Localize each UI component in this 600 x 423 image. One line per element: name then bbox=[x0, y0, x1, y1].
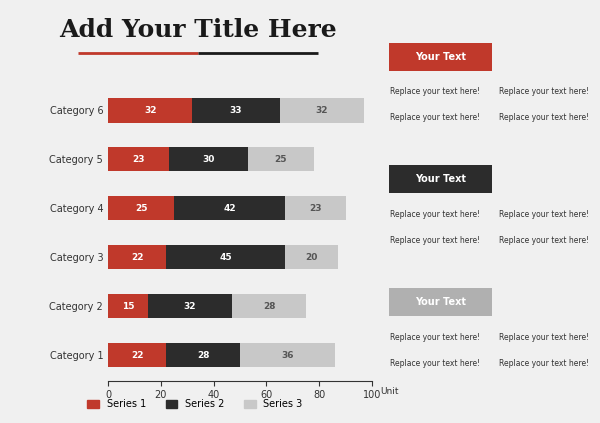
Text: Replace your text here!: Replace your text here! bbox=[499, 236, 589, 245]
Bar bbox=[108, 196, 174, 220]
Text: Your Text: Your Text bbox=[415, 174, 466, 184]
Text: 15: 15 bbox=[122, 302, 134, 310]
Bar bbox=[193, 98, 280, 123]
Bar bbox=[285, 245, 338, 269]
Text: Replace your text here!: Replace your text here! bbox=[499, 87, 589, 96]
Text: 32: 32 bbox=[316, 106, 328, 115]
Text: 42: 42 bbox=[223, 204, 236, 213]
Bar bbox=[240, 343, 335, 367]
Bar bbox=[108, 98, 193, 123]
Legend: Series 1, Series 2, Series 3: Series 1, Series 2, Series 3 bbox=[83, 395, 307, 413]
Text: 28: 28 bbox=[263, 302, 275, 310]
Bar bbox=[108, 245, 166, 269]
Text: Replace your text here!: Replace your text here! bbox=[499, 210, 589, 219]
Text: 32: 32 bbox=[144, 106, 157, 115]
Text: Your Text: Your Text bbox=[415, 297, 466, 307]
Bar bbox=[108, 343, 166, 367]
Text: 33: 33 bbox=[230, 106, 242, 115]
Text: 20: 20 bbox=[305, 253, 317, 261]
Text: 23: 23 bbox=[132, 155, 145, 164]
Text: Unit: Unit bbox=[380, 387, 398, 396]
Text: Replace your text here!: Replace your text here! bbox=[390, 87, 480, 96]
Text: Your Text: Your Text bbox=[415, 52, 466, 62]
Bar bbox=[166, 245, 285, 269]
Text: 25: 25 bbox=[135, 204, 147, 213]
Text: 32: 32 bbox=[184, 302, 196, 310]
Bar bbox=[169, 147, 248, 171]
Text: Replace your text here!: Replace your text here! bbox=[499, 113, 589, 122]
FancyBboxPatch shape bbox=[389, 43, 492, 71]
Text: Replace your text here!: Replace your text here! bbox=[390, 113, 480, 122]
Bar bbox=[280, 98, 364, 123]
Text: Add Your Title Here: Add Your Title Here bbox=[59, 18, 337, 41]
Bar bbox=[174, 196, 285, 220]
Text: Replace your text here!: Replace your text here! bbox=[499, 333, 589, 342]
Bar bbox=[248, 147, 314, 171]
Bar bbox=[108, 294, 148, 318]
FancyBboxPatch shape bbox=[389, 165, 492, 193]
Text: 22: 22 bbox=[131, 253, 143, 261]
Text: Replace your text here!: Replace your text here! bbox=[390, 210, 480, 219]
Text: 25: 25 bbox=[275, 155, 287, 164]
Bar bbox=[166, 343, 240, 367]
Text: Replace your text here!: Replace your text here! bbox=[499, 359, 589, 368]
Text: 22: 22 bbox=[131, 351, 143, 360]
Text: Replace your text here!: Replace your text here! bbox=[390, 236, 480, 245]
Bar bbox=[285, 196, 346, 220]
Bar bbox=[148, 294, 232, 318]
Text: 30: 30 bbox=[202, 155, 215, 164]
Bar bbox=[232, 294, 306, 318]
Text: 45: 45 bbox=[219, 253, 232, 261]
Text: 28: 28 bbox=[197, 351, 209, 360]
Text: 23: 23 bbox=[309, 204, 322, 213]
FancyBboxPatch shape bbox=[389, 288, 492, 316]
Text: Replace your text here!: Replace your text here! bbox=[390, 333, 480, 342]
Text: Replace your text here!: Replace your text here! bbox=[390, 359, 480, 368]
Text: 36: 36 bbox=[281, 351, 294, 360]
Bar bbox=[108, 147, 169, 171]
